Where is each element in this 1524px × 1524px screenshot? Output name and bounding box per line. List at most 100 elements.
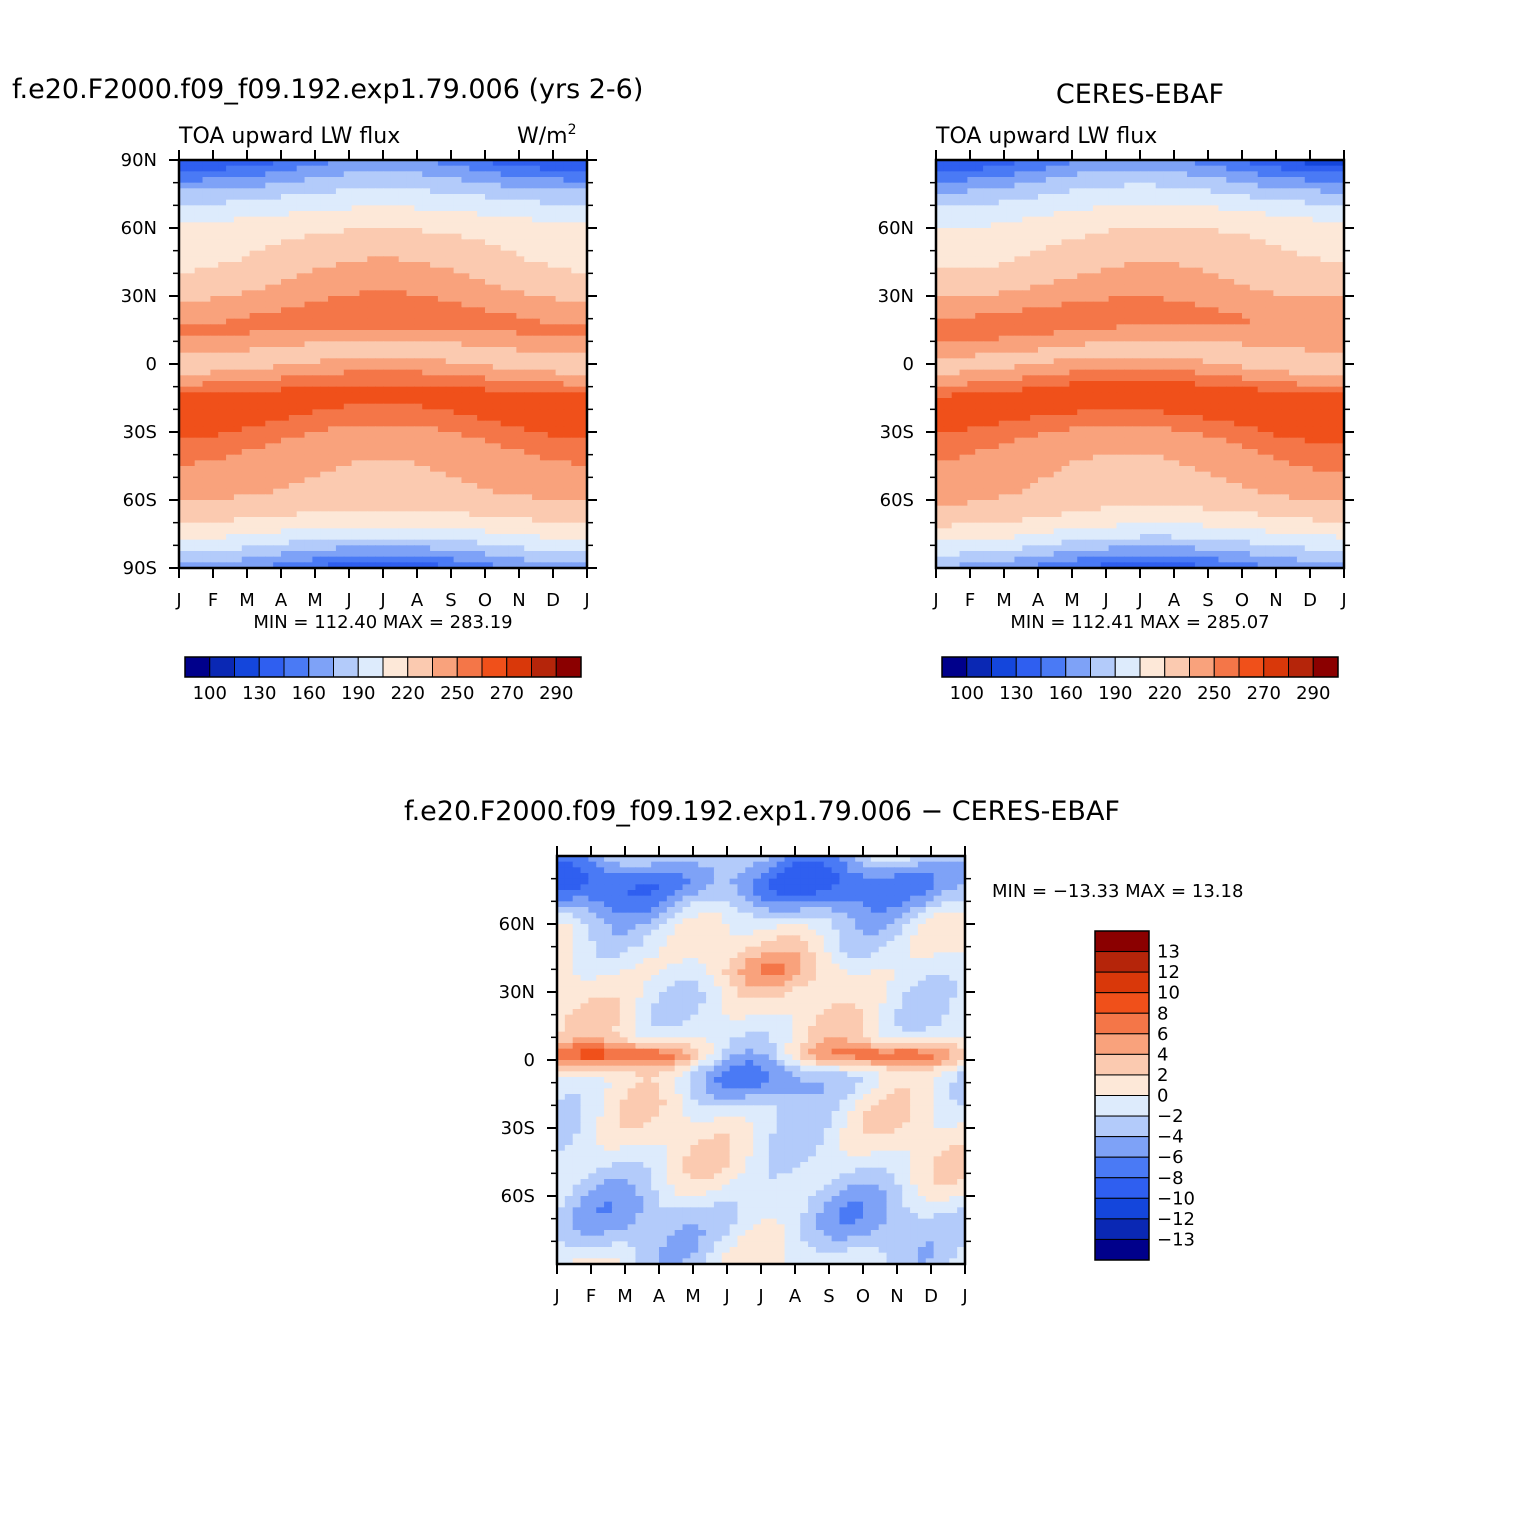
obs-cell	[1155, 182, 1165, 189]
model-cell	[571, 539, 580, 546]
model-cell	[249, 239, 259, 246]
model-cell	[579, 511, 588, 518]
model-cell	[273, 194, 282, 201]
model-cell	[516, 296, 525, 303]
model-cell	[547, 199, 557, 206]
model-cell	[547, 279, 557, 286]
model-cell	[492, 347, 502, 354]
obs-cell	[1116, 211, 1125, 218]
model-cell	[563, 284, 572, 291]
model-cell	[241, 556, 251, 563]
obs-cell	[1257, 256, 1267, 263]
model-cell	[296, 517, 306, 524]
model-cell	[288, 415, 298, 422]
model-cell	[288, 216, 298, 223]
model-cell	[430, 381, 439, 388]
model-cell	[375, 375, 384, 382]
model-cell	[257, 347, 266, 354]
obs-cell	[1124, 256, 1133, 263]
model-cell	[194, 403, 204, 410]
model-cell	[445, 205, 455, 212]
model-cell	[469, 471, 478, 478]
model-cell	[226, 562, 235, 569]
model-cell	[563, 528, 572, 535]
model-cell	[249, 488, 259, 495]
model-cell	[226, 409, 235, 416]
obs-cell	[1234, 222, 1243, 229]
model-cell	[202, 443, 211, 450]
obs-cell	[1328, 216, 1337, 223]
model-cell	[539, 381, 549, 388]
model-cell	[422, 307, 431, 314]
obs-cell	[951, 177, 961, 184]
obs-cell	[1289, 262, 1298, 269]
model-cell	[430, 562, 439, 569]
model-cell	[281, 449, 290, 456]
model-cell	[461, 250, 470, 257]
model-cell	[328, 273, 337, 280]
model-cell	[398, 500, 408, 507]
obs-cell	[1265, 239, 1274, 246]
model-cell	[265, 522, 274, 529]
obs-cell	[1061, 262, 1070, 269]
obs-cell	[1022, 233, 1031, 240]
obs-cell	[1171, 216, 1180, 223]
model-cell	[453, 279, 463, 286]
model-cell	[312, 171, 321, 178]
model-cell	[249, 403, 259, 410]
model-cell	[453, 386, 463, 393]
model-cell	[194, 307, 204, 314]
model-cell	[516, 466, 525, 473]
model-cell	[304, 284, 313, 291]
model-cell	[516, 160, 525, 167]
model-cell	[398, 539, 408, 546]
obs-cell	[1257, 188, 1267, 195]
model-cell	[539, 426, 549, 433]
model-cell	[539, 273, 549, 280]
model-cell	[241, 545, 251, 552]
model-cell	[390, 562, 400, 569]
obs-cell	[1289, 205, 1298, 212]
obs-cell	[1336, 177, 1345, 184]
model-cell	[563, 233, 572, 240]
obs-cell	[951, 250, 961, 257]
model-cell	[218, 330, 227, 337]
model-cell	[202, 511, 211, 518]
obs-cell	[1249, 188, 1259, 195]
model-cell	[383, 556, 392, 563]
model-cell	[500, 256, 510, 263]
model-cell	[383, 409, 392, 416]
obs-cell	[951, 216, 961, 223]
model-cell	[430, 290, 439, 297]
model-cell	[492, 194, 502, 201]
model-cell	[414, 335, 423, 342]
model-cell	[500, 375, 510, 382]
model-cell	[304, 364, 313, 371]
model-cell	[532, 335, 541, 342]
obs-cell	[1265, 188, 1274, 195]
model-cell	[437, 398, 447, 405]
model-cell	[571, 352, 580, 359]
model-cell	[579, 211, 588, 218]
model-cell	[485, 256, 494, 263]
model-cell	[555, 522, 565, 529]
model-cell	[390, 539, 400, 546]
model-cell	[414, 284, 423, 291]
model-cell	[445, 335, 455, 342]
model-cell	[226, 381, 235, 388]
obs-cell	[1014, 199, 1023, 206]
obs-cell	[983, 199, 992, 206]
model-cell	[320, 245, 329, 252]
obs-cell	[1069, 256, 1078, 263]
model-cell	[437, 471, 447, 478]
model-cell	[469, 284, 478, 291]
obs-cell	[936, 171, 945, 178]
obs-cell	[951, 279, 961, 286]
obs-cell	[1281, 233, 1290, 240]
model-cell	[320, 369, 329, 376]
model-cell	[398, 182, 408, 189]
model-cell	[296, 466, 306, 473]
model-cell	[351, 454, 361, 461]
model-cell	[257, 415, 266, 422]
model-cell	[524, 205, 533, 212]
